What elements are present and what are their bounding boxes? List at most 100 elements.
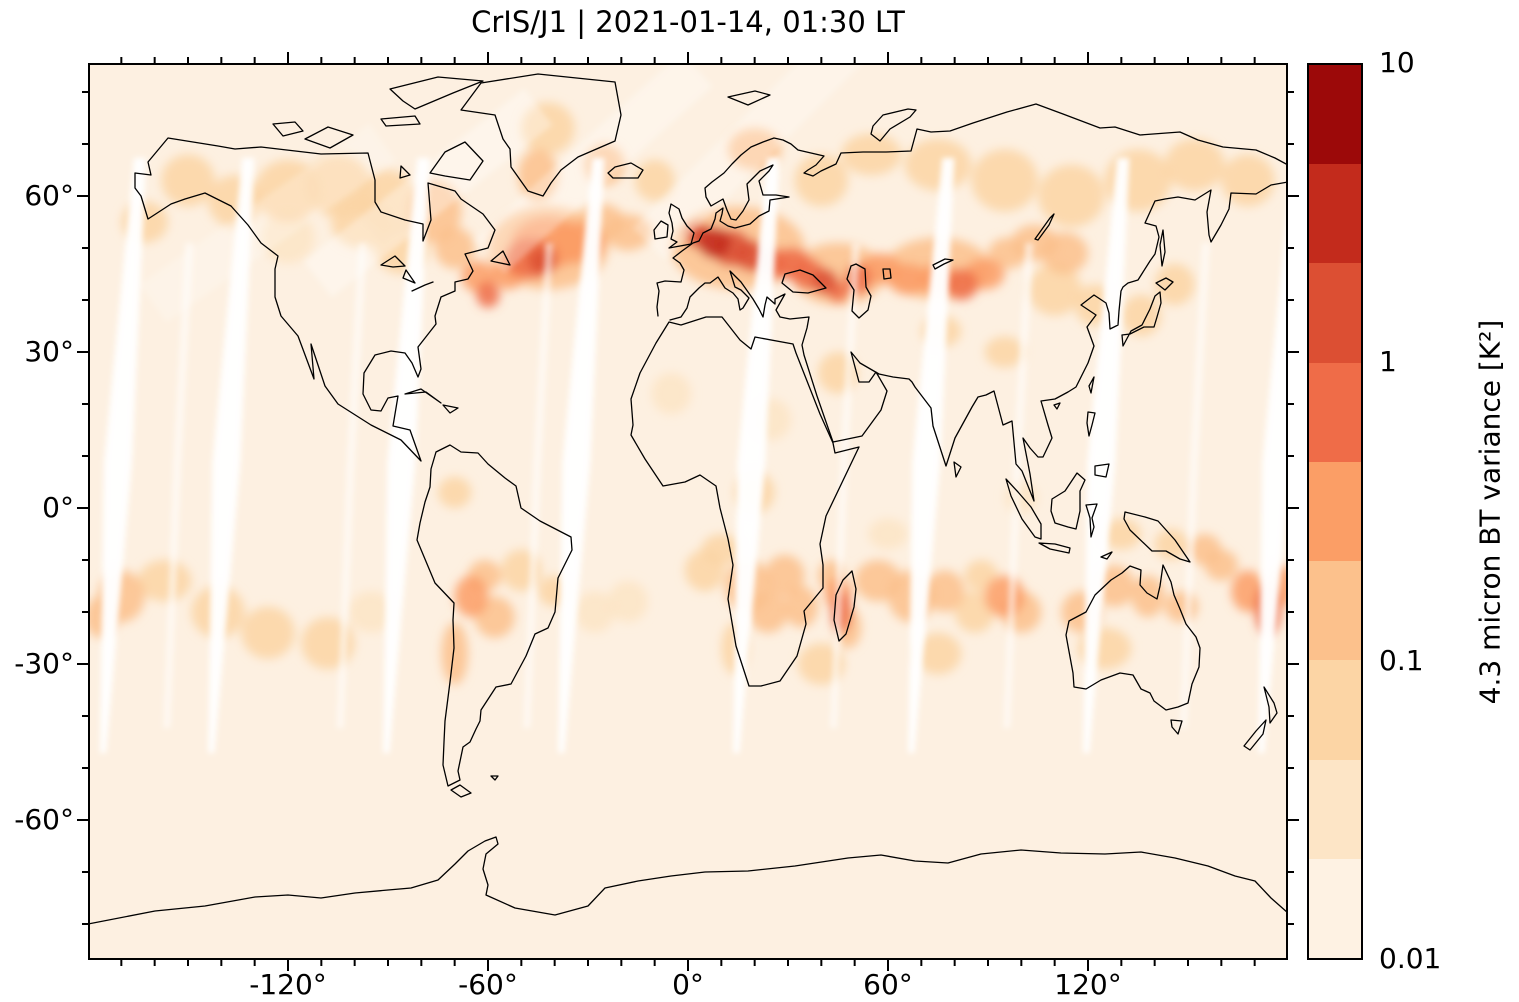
colorbar-band (1309, 858, 1361, 958)
x-tick-label: -120° (249, 968, 327, 1001)
colorbar-band (1309, 660, 1361, 760)
variance-blob (651, 372, 692, 415)
map-frame (88, 63, 1288, 960)
variance-blob (1131, 575, 1165, 618)
coastline-madagascar (833, 570, 857, 642)
colorbar-band (1309, 362, 1361, 462)
colorbar-tick-label: 1 (1379, 345, 1397, 378)
x-tick-label: 120° (1054, 968, 1122, 1001)
variance-blob (1101, 518, 1142, 550)
orbit-gap (1083, 158, 1130, 753)
variance-blob (784, 586, 818, 628)
colorbar-band (1309, 759, 1361, 859)
variance-blob (1154, 263, 1195, 306)
colorbar-title: 4.3 micron BT variance [K²] (1473, 319, 1507, 705)
coastline-africa (630, 316, 860, 687)
y-tick-label: 60° (24, 179, 74, 212)
variance-blob (1028, 263, 1082, 316)
variance-blob (454, 575, 488, 618)
orbit-gap (383, 158, 430, 753)
coastline-mediterranean-south-asia (669, 181, 1288, 502)
variance-blob (1204, 549, 1239, 581)
colorbar-band (1309, 164, 1361, 264)
x-tick-label: 60° (863, 968, 913, 1001)
coastline-caribbean (404, 388, 459, 414)
y-tick-label: 30° (24, 335, 74, 368)
variance-blob (984, 575, 1025, 618)
coastline-new-zealand (1243, 686, 1278, 751)
orbit-gap (1258, 202, 1288, 753)
variance-blob (1164, 138, 1225, 191)
colorbar-band (1309, 461, 1361, 562)
y-tick-label: -60° (14, 803, 74, 836)
orbit-gap (163, 243, 194, 728)
x-tick-label: 0° (672, 968, 704, 1001)
variance-blob (841, 133, 902, 176)
colorbar-tick-label: 0.1 (1379, 644, 1424, 677)
x-tick-label: -60° (458, 968, 518, 1001)
plot-title: CrIS/J1 | 2021-01-14, 01:30 LT (471, 5, 905, 39)
colorbar-tick-label: 10 (1379, 46, 1415, 79)
variance-blob (241, 606, 295, 659)
variance-blob (161, 154, 215, 207)
orbit-overlap-arc (473, 63, 713, 274)
variance-blob (574, 591, 615, 633)
coastline-australia (1065, 564, 1201, 735)
variance-blob (984, 336, 1025, 368)
orbit-gap (1003, 243, 1034, 728)
variance-blob (348, 591, 395, 633)
variance-blob (1038, 164, 1105, 228)
coastline-black-sea (781, 269, 827, 294)
variance-blob (634, 159, 675, 202)
coastline-arctic-islands (272, 76, 484, 181)
variance-blob (698, 227, 732, 259)
variance-blob (988, 237, 1028, 269)
orbit-gap (336, 243, 367, 728)
orbit-gap (733, 158, 780, 753)
coastline-caspian-aral (846, 263, 892, 319)
variance-blob (1221, 154, 1275, 207)
coastline-great-lakes (380, 255, 434, 292)
colorbar-tick-label: 0.01 (1379, 942, 1442, 975)
colorbar-band (1309, 561, 1361, 661)
y-tick-label: 0° (42, 491, 74, 524)
orbit-gap (208, 158, 255, 753)
coastline-greenland (460, 73, 622, 197)
variance-blob (138, 560, 192, 602)
coastline-indonesia (1005, 472, 1113, 560)
variance-blob (794, 154, 848, 207)
orbit-gap (558, 158, 605, 753)
variance-blob (684, 549, 725, 592)
coastline-british-isles (653, 203, 695, 249)
orbit-gap (1180, 243, 1210, 728)
coastline-taiwan-hainan-philippines (1053, 376, 1110, 478)
orbit-gap (908, 158, 955, 753)
map-plot-area (88, 63, 1288, 960)
variance-blob (608, 580, 648, 623)
coastlines-layer (88, 73, 1288, 925)
coastline-south-america (416, 444, 573, 798)
coastline-new-guinea (1123, 511, 1191, 563)
coastline-sri-lanka (953, 461, 962, 478)
variance-blob (438, 476, 472, 508)
variance-blob (476, 281, 500, 308)
y-tick-label: -30° (14, 647, 74, 680)
orbit-overlap-arc (632, 63, 864, 261)
variance-blob (1154, 528, 1189, 560)
coastline-newfoundland (490, 250, 511, 266)
coastline-japan-sakhalin (1121, 229, 1174, 347)
variance-blob (764, 554, 805, 597)
coastline-lakes-asia (932, 213, 1055, 270)
orbit-overlap-arc (303, 88, 553, 298)
variance-blob (971, 149, 1038, 212)
variance-blob (924, 570, 965, 612)
coastline-iceland (607, 162, 644, 179)
variance-blob (441, 622, 469, 685)
orbit-gap-layer (100, 63, 1288, 753)
orbit-gap (830, 243, 860, 728)
orbit-gap (523, 243, 554, 728)
colorbar (1307, 63, 1363, 960)
orbit-overlap-arc (140, 123, 396, 323)
coastline-north-america (134, 137, 496, 462)
